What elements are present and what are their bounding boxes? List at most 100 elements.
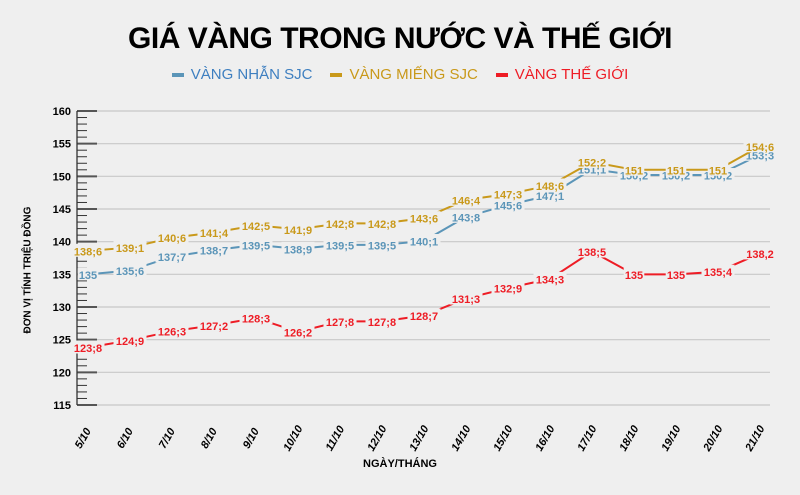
x-tick-label: 13/10	[407, 423, 432, 454]
y-tick-label: 155	[53, 139, 71, 151]
data-label: 126;3	[158, 327, 186, 339]
label-bg	[407, 234, 441, 248]
y-tick-label: 120	[53, 367, 71, 379]
x-tick-label: 9/10	[241, 425, 263, 450]
x-tick-label: 8/10	[199, 425, 221, 450]
y-tick-label: 145	[53, 204, 71, 216]
data-label: 134;3	[536, 274, 564, 286]
x-axis-label: NGÀY/THÁNG	[363, 458, 437, 470]
label-bg	[491, 198, 525, 212]
data-label: 139;1	[116, 243, 144, 255]
y-tick-label: 130	[53, 302, 71, 314]
label-bg	[281, 324, 315, 338]
data-label: 138;6	[74, 246, 102, 258]
x-tick-label: 21/10	[743, 423, 768, 454]
data-label: 126;2	[284, 327, 312, 339]
data-label: 146;4	[452, 195, 481, 207]
data-label: 147;1	[536, 191, 564, 203]
label-bg	[407, 308, 441, 322]
label-bg	[113, 333, 147, 347]
label-bg	[665, 162, 687, 176]
label-bg	[623, 162, 645, 176]
y-tick-label: 140	[53, 237, 71, 249]
label-bg	[155, 249, 189, 263]
data-label: 138;7	[200, 246, 228, 258]
data-label: 145;6	[494, 201, 522, 213]
label-bg	[155, 324, 189, 338]
x-tick-label: 16/10	[533, 423, 558, 454]
x-tick-label: 14/10	[449, 423, 474, 454]
label-bg	[407, 211, 441, 225]
label-bg	[533, 188, 567, 202]
y-tick-label: 135	[53, 269, 71, 281]
label-bg	[323, 216, 357, 230]
label-bg	[623, 267, 645, 281]
label-bg	[449, 209, 483, 223]
data-label: 140;1	[410, 237, 438, 249]
data-label: 139;5	[326, 240, 354, 252]
label-bg	[365, 237, 399, 251]
label-bg	[155, 230, 189, 244]
data-label: 141;9	[284, 225, 312, 237]
label-bg	[575, 154, 609, 168]
data-label: 135	[79, 270, 97, 282]
label-bg	[197, 225, 231, 239]
label-bg	[239, 311, 273, 325]
label-bg	[743, 246, 777, 260]
data-label: 135	[667, 270, 685, 282]
x-tick-label: 5/10	[73, 425, 95, 450]
data-label: 154;6	[746, 142, 774, 154]
legend-item-vang-the-gioi: VÀNG THẾ GIỚI	[495, 66, 628, 83]
label-bg	[239, 218, 273, 232]
label-bg	[113, 240, 147, 254]
x-tick-label: 18/10	[617, 423, 642, 454]
label-bg	[665, 267, 687, 281]
data-label: 127;2	[200, 321, 228, 333]
data-label: 131;3	[452, 294, 480, 306]
label-bg	[77, 267, 99, 281]
label-bg	[575, 244, 609, 258]
label-bg	[491, 186, 525, 200]
data-label: 142;5	[242, 221, 270, 233]
legend-label: VÀNG MIẾNG SJC	[349, 66, 478, 83]
x-tick-label: 12/10	[365, 423, 390, 454]
x-tick-label: 15/10	[491, 423, 516, 454]
label-bg	[449, 192, 483, 206]
data-label: 139;5	[242, 240, 270, 252]
legend-item-vang-mieng-sjc: VÀNG MIẾNG SJC	[330, 66, 478, 83]
data-label: 151	[625, 165, 643, 177]
label-bg	[743, 139, 777, 153]
y-tick-label: 125	[53, 335, 71, 347]
data-label: 140;6	[158, 233, 186, 245]
legend-swatch-icon	[495, 72, 508, 77]
label-bg	[323, 314, 357, 328]
label-bg	[281, 222, 315, 236]
data-label: 151	[709, 165, 727, 177]
label-bg	[533, 178, 567, 192]
data-label: 135;6	[116, 266, 144, 278]
label-bg	[491, 281, 525, 295]
label-bg	[113, 263, 147, 277]
label-bg	[281, 241, 315, 255]
data-label: 153;3	[746, 150, 774, 162]
chart-title: GIÁ VÀNG TRONG NƯỚC VÀ THẾ GIỚI	[128, 22, 672, 55]
data-label: 128;3	[242, 314, 270, 326]
data-label: 123;8	[74, 343, 102, 355]
label-bg	[533, 271, 567, 285]
data-label: 138;5	[578, 247, 606, 259]
data-label: 143;6	[410, 214, 438, 226]
data-label: 142;8	[326, 219, 354, 231]
data-label: 139;5	[368, 240, 396, 252]
data-label: 141;4	[200, 228, 229, 240]
data-label: 138;9	[284, 244, 312, 256]
data-label: 124;9	[116, 336, 144, 348]
x-tick-label: 11/10	[324, 423, 348, 453]
data-label: 137;7	[158, 252, 186, 264]
series-line	[87, 250, 761, 349]
data-label: 151	[667, 165, 685, 177]
label-bg	[701, 264, 735, 278]
legend-label: VÀNG NHẪN SJC	[190, 66, 313, 83]
data-label: 147;3	[494, 189, 522, 201]
legend: VÀNG NHẪN SJC VÀNG MIẾNG SJC VÀNG THẾ GI…	[0, 66, 800, 83]
